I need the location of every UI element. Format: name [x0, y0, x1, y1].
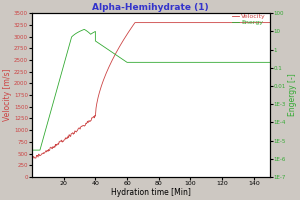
Velocity [82, 125, 86, 127]
Energy [93, 31, 97, 33]
Velocity [30, 157, 34, 159]
Velocity [221, 21, 225, 24]
Legend: Velocity, Energy: Velocity, Energy [231, 13, 266, 26]
Title: Alpha-Hemihydrate (1): Alpha-Hemihydrate (1) [92, 3, 209, 12]
Line: Velocity: Velocity [32, 23, 270, 158]
Y-axis label: Velocity [m/s]: Velocity [m/s] [4, 69, 13, 121]
Energy [30, 149, 34, 151]
Energy [113, 53, 117, 55]
X-axis label: Hydration time [Min]: Hydration time [Min] [111, 188, 191, 197]
Line: Energy: Energy [32, 29, 270, 150]
Velocity [133, 21, 137, 24]
Energy [105, 47, 109, 50]
Energy [268, 61, 272, 64]
Velocity [243, 21, 247, 24]
Energy [82, 28, 86, 31]
Energy [218, 61, 222, 64]
Velocity [34, 157, 38, 159]
Energy [102, 45, 105, 48]
Velocity [268, 21, 272, 24]
Energy [47, 118, 50, 121]
Velocity [48, 146, 52, 149]
Y-axis label: Engergy [-]: Engergy [-] [287, 74, 296, 116]
Velocity [249, 21, 252, 24]
Velocity [31, 157, 34, 160]
